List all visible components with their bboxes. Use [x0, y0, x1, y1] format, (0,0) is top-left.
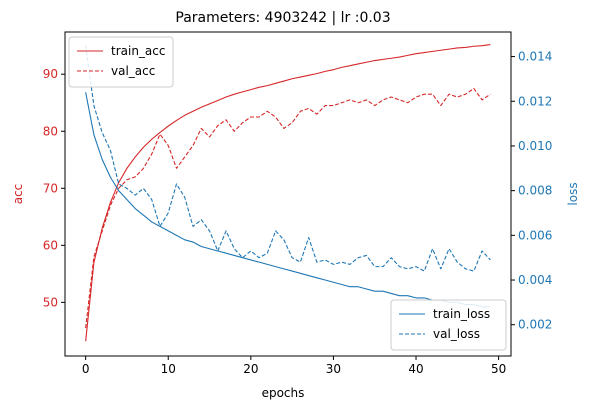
y-right-tick-label: 0.014	[518, 50, 552, 64]
y-right-tick-label: 0.012	[518, 94, 552, 108]
x-tick-label: 30	[326, 362, 341, 376]
series-line-val-acc	[85, 87, 491, 329]
y-axis-left-label: acc	[11, 184, 25, 205]
x-tick-label: 0	[82, 362, 90, 376]
legend-acc: train_acc val_acc	[68, 36, 174, 88]
plot-frame	[64, 31, 512, 357]
legend-label-train-acc: train_acc	[111, 44, 165, 58]
legend-label-val-acc: val_acc	[111, 64, 155, 78]
y-left-tick-label: 90	[43, 67, 58, 81]
x-tick-label: 20	[243, 362, 258, 376]
y-axis-right-label: loss	[566, 182, 580, 205]
y-left-tick-label: 50	[43, 295, 58, 309]
x-tick-label: 40	[408, 362, 423, 376]
y-right-tick-label: 0.006	[518, 228, 552, 242]
y-axis-right: 0.002 0.004 0.006 0.008 0.010 0.012 0.014	[511, 50, 552, 332]
plot-lines	[85, 44, 491, 342]
legend-loss: train_loss val_loss	[390, 299, 507, 351]
y-left-tick-label: 70	[43, 181, 58, 195]
y-left-tick-label: 80	[43, 124, 58, 138]
series-line-train-acc	[85, 44, 491, 342]
x-tick-label: 10	[161, 362, 176, 376]
y-right-tick-label: 0.002	[518, 318, 552, 332]
y-axis-left: 50 60 70 80 90	[43, 67, 65, 309]
legend-box	[68, 36, 174, 88]
x-axis-label: epochs	[262, 386, 305, 400]
legend-label-val-loss: val_loss	[433, 327, 480, 341]
chart-title: Parameters: 4903242 | lr :0.03	[175, 10, 390, 26]
legend-label-train-loss: train_loss	[433, 307, 490, 321]
series-line-train-loss	[85, 92, 491, 308]
series-line-val-loss	[85, 45, 491, 272]
x-tick-label: 50	[491, 362, 506, 376]
y-right-tick-label: 0.004	[518, 273, 552, 287]
x-axis: 0 10 20 30 40 50	[82, 356, 506, 376]
y-left-tick-label: 60	[43, 238, 58, 252]
legend-box	[390, 299, 507, 351]
y-right-tick-label: 0.010	[518, 139, 552, 153]
y-right-tick-label: 0.008	[518, 184, 552, 198]
